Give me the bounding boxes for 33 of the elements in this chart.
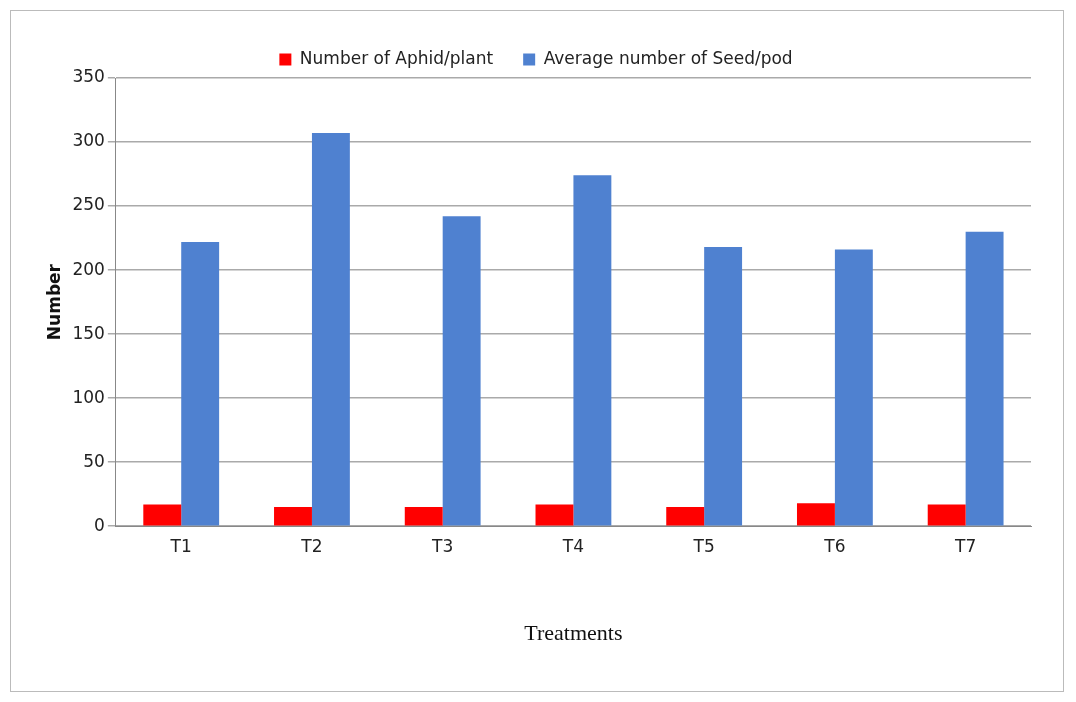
x-tick-label: T4 xyxy=(561,535,585,556)
x-axis-title: Treatments xyxy=(524,619,623,645)
x-tick-label: T2 xyxy=(300,535,323,556)
y-tick-label: 250 xyxy=(72,194,105,215)
y-tick-label: 100 xyxy=(72,386,105,407)
x-tick-label: T6 xyxy=(823,535,846,556)
y-tick-label: 200 xyxy=(72,258,105,279)
bar xyxy=(535,504,574,526)
bar xyxy=(143,504,182,526)
y-tick-label: 350 xyxy=(72,66,105,87)
x-tick-label: T3 xyxy=(431,535,454,556)
x-tick-label: T1 xyxy=(169,535,192,556)
bar xyxy=(573,175,612,526)
y-axis-title: Number xyxy=(43,263,64,341)
bar xyxy=(834,249,873,526)
legend-label: Average number of Seed/pod xyxy=(543,47,793,68)
bar xyxy=(311,133,350,526)
bar xyxy=(796,503,835,526)
x-tick-label: T7 xyxy=(954,535,977,556)
bar xyxy=(927,504,966,526)
bar xyxy=(442,216,481,526)
legend-label: Number of Aphid/plant xyxy=(299,47,494,68)
y-tick-label: 300 xyxy=(72,130,105,151)
bar xyxy=(666,506,705,526)
y-tick-label: 150 xyxy=(72,322,105,343)
bar xyxy=(274,506,312,526)
x-tick-label: T5 xyxy=(692,535,715,556)
bar xyxy=(965,231,1004,526)
y-tick-label: 50 xyxy=(83,450,105,471)
bar xyxy=(404,506,443,526)
y-tick-label: 0 xyxy=(94,514,105,535)
bar xyxy=(181,241,220,526)
bar xyxy=(704,247,743,526)
